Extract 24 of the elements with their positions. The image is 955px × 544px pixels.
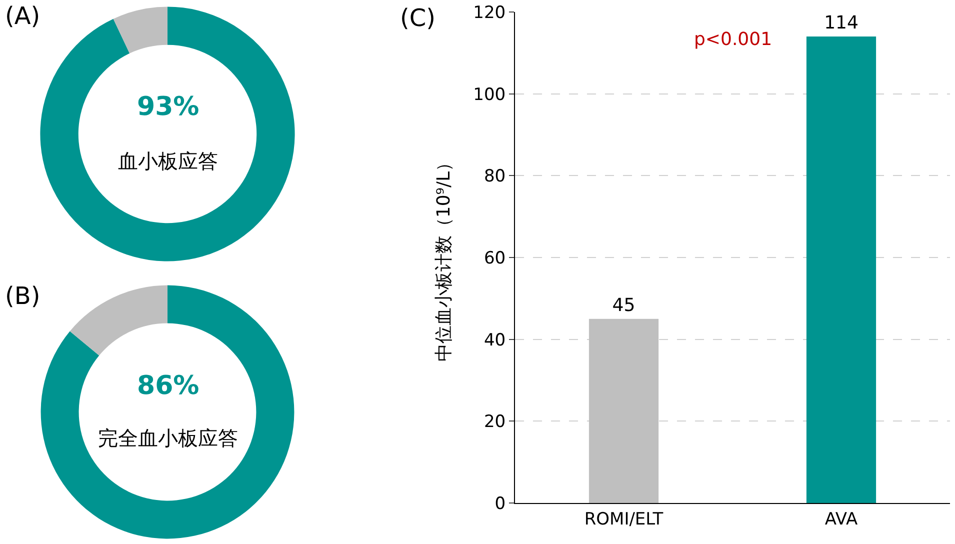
- y-tick-label: 0: [494, 494, 506, 514]
- x-tick-label: ROMI/ELT: [584, 509, 664, 530]
- data-label: 45: [612, 294, 636, 316]
- y-tick-label: 80: [484, 166, 506, 187]
- slice-label: 完全血小板应答: [98, 426, 238, 450]
- chart-title: (C): [400, 4, 436, 32]
- data-label: 86%: [137, 371, 200, 401]
- chart-title: (B): [5, 282, 40, 310]
- slice-label: 血小板应答: [118, 149, 218, 173]
- chart-title: (A): [5, 2, 40, 30]
- donut-slice: [40, 6, 295, 262]
- donut-slice: [40, 285, 294, 539]
- donut-slice: [70, 285, 168, 356]
- donut-slice: [113, 6, 168, 54]
- y-tick-label: 20: [484, 412, 506, 432]
- data-label: 114: [824, 12, 858, 34]
- annotation: p<0.001: [694, 29, 772, 50]
- y-tick-label: 120: [473, 2, 506, 23]
- y-axis-title: 中位血小板计数（10⁹/L）: [433, 153, 454, 362]
- y-tick-label: 60: [484, 248, 506, 268]
- data-label: 93%: [137, 92, 200, 122]
- x-tick-label: AVA: [824, 509, 858, 530]
- y-tick-label: 100: [473, 84, 506, 105]
- y-tick-label: 40: [484, 330, 506, 350]
